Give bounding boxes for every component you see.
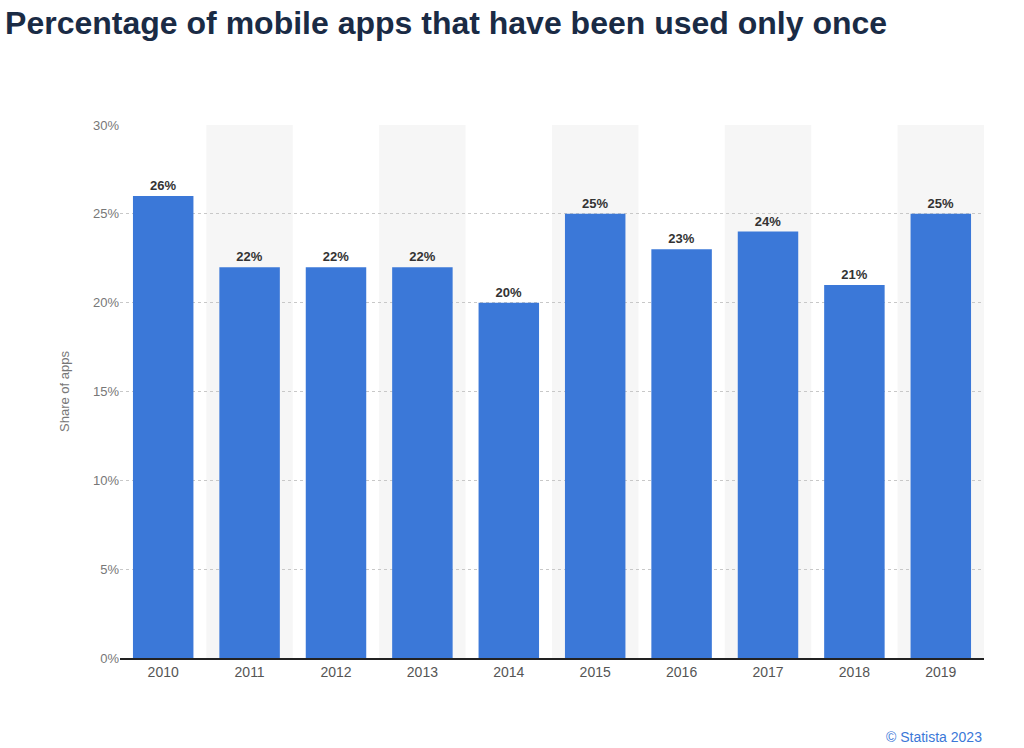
svg-text:25%: 25% — [93, 206, 119, 221]
svg-text:20%: 20% — [93, 295, 119, 310]
svg-text:23%: 23% — [668, 231, 694, 246]
svg-text:© Statista 2023: © Statista 2023 — [886, 729, 982, 745]
svg-text:2014: 2014 — [493, 664, 524, 680]
svg-text:10%: 10% — [93, 473, 119, 488]
svg-text:26%: 26% — [150, 178, 176, 193]
svg-text:21%: 21% — [841, 267, 867, 282]
svg-text:2010: 2010 — [148, 664, 179, 680]
svg-text:2016: 2016 — [666, 664, 697, 680]
svg-text:2015: 2015 — [580, 664, 611, 680]
svg-text:2019: 2019 — [925, 664, 956, 680]
svg-text:2013: 2013 — [407, 664, 438, 680]
svg-text:2011: 2011 — [235, 664, 265, 680]
svg-text:0%: 0% — [100, 651, 119, 666]
svg-text:Percentage of mobile apps that: Percentage of mobile apps that have been… — [5, 5, 887, 41]
svg-text:22%: 22% — [409, 249, 435, 264]
svg-text:2018: 2018 — [839, 664, 870, 680]
svg-text:5%: 5% — [100, 562, 119, 577]
svg-text:2012: 2012 — [320, 664, 351, 680]
svg-text:24%: 24% — [755, 214, 781, 229]
svg-text:Share of apps: Share of apps — [57, 351, 72, 432]
svg-text:15%: 15% — [93, 384, 119, 399]
svg-text:25%: 25% — [582, 196, 608, 211]
svg-text:2017: 2017 — [752, 664, 783, 680]
svg-text:22%: 22% — [236, 249, 262, 264]
svg-text:30%: 30% — [93, 118, 119, 133]
svg-text:25%: 25% — [928, 196, 954, 211]
svg-text:22%: 22% — [323, 249, 349, 264]
svg-text:20%: 20% — [496, 285, 522, 300]
